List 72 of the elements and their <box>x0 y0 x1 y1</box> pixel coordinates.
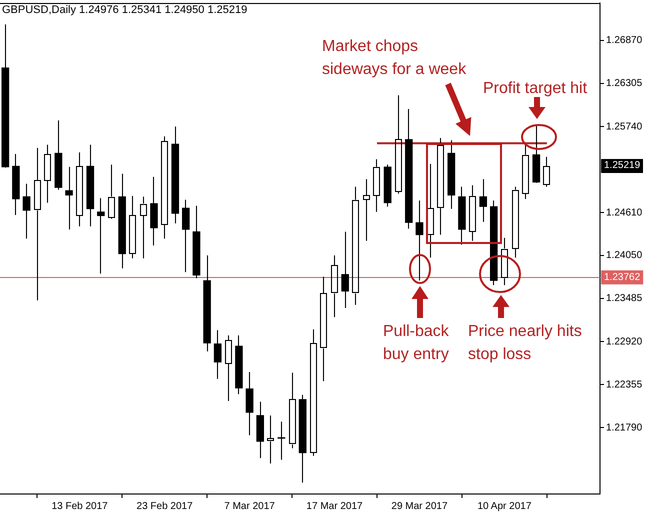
candlestick <box>310 328 317 456</box>
x-tick-label: 10 Apr 2017 <box>477 500 532 512</box>
candlestick <box>320 276 327 382</box>
candlestick <box>44 144 51 204</box>
candlestick <box>76 152 83 227</box>
candlestick <box>543 156 550 188</box>
candlestick <box>490 200 498 286</box>
y-tick-label: 1.22920 <box>606 336 643 348</box>
annotation: Profit target hit <box>483 80 588 97</box>
candlestick <box>246 372 254 436</box>
candlestick <box>448 140 456 210</box>
candlestick <box>352 186 359 306</box>
candlestick <box>171 126 180 224</box>
y-tick-label: 1.24050 <box>606 250 643 262</box>
candlestick <box>192 205 200 279</box>
candlestick <box>97 198 105 274</box>
candlestick <box>86 144 94 227</box>
candlestick <box>140 196 147 259</box>
candlestick <box>437 137 444 236</box>
candlestick <box>384 164 392 208</box>
candlestick <box>65 166 73 230</box>
candlestick <box>235 334 243 395</box>
candlestick <box>182 199 190 273</box>
annotation: Market chops sideways for a week <box>322 37 468 80</box>
ref-line-label: 1.23762 <box>604 272 641 284</box>
annotation: Price nearly hits stop loss <box>468 322 583 365</box>
candlestick <box>373 158 380 212</box>
candlestick <box>161 136 168 240</box>
y-tick-label: 1.26305 <box>606 78 643 90</box>
candlestick <box>118 173 126 269</box>
x-tick-label: 17 Mar 2017 <box>306 500 364 512</box>
x-tick-label: 29 Mar 2017 <box>391 500 448 512</box>
annotation: Pull-back buy entry <box>383 322 450 365</box>
candlestick <box>129 195 136 259</box>
y-tick-label: 1.21790 <box>606 422 643 434</box>
candlestick <box>395 94 402 194</box>
candlestick <box>22 183 30 240</box>
y-tick-label: 1.26870 <box>606 35 643 46</box>
candlestick <box>532 124 540 184</box>
candlestick <box>469 184 476 242</box>
candlestick <box>416 200 424 282</box>
y-tick-label: 1.25740 <box>606 121 643 132</box>
candlestick <box>289 372 296 449</box>
y-tick-label: 1.22355 <box>606 379 643 390</box>
candlestick <box>458 186 466 246</box>
candlestick <box>34 147 41 301</box>
candlestick <box>512 186 519 258</box>
x-tick-label: 7 Mar 2017 <box>224 500 276 512</box>
chart-title: GBPUSD,Daily 1.24976 1.25341 1.24950 1.25219 <box>2 4 248 17</box>
y-tick-label: 1.23485 <box>606 293 643 304</box>
text: 1.25219 <box>601 159 644 173</box>
candlestick <box>501 237 508 286</box>
candlestick <box>479 178 488 222</box>
candlestick <box>405 108 413 230</box>
candlestick <box>108 164 115 220</box>
candlestick <box>12 153 20 216</box>
candlestick <box>214 330 222 380</box>
y-tick-label: 1.24610 <box>606 207 643 218</box>
candlestick <box>267 414 274 464</box>
candlestick <box>203 254 211 352</box>
candlestick <box>331 254 338 318</box>
candlestick <box>150 176 158 246</box>
x-tick-label: 23 Feb 2017 <box>136 500 194 512</box>
candlestick <box>1 24 10 168</box>
candlestick <box>522 144 529 200</box>
x-tick-label: 13 Feb 2017 <box>52 500 108 512</box>
candlestick <box>54 120 62 190</box>
candlestick <box>298 394 306 484</box>
candlestick <box>256 401 264 459</box>
candlestick <box>363 178 370 242</box>
candlestick <box>225 334 232 402</box>
candlestick <box>341 231 349 308</box>
